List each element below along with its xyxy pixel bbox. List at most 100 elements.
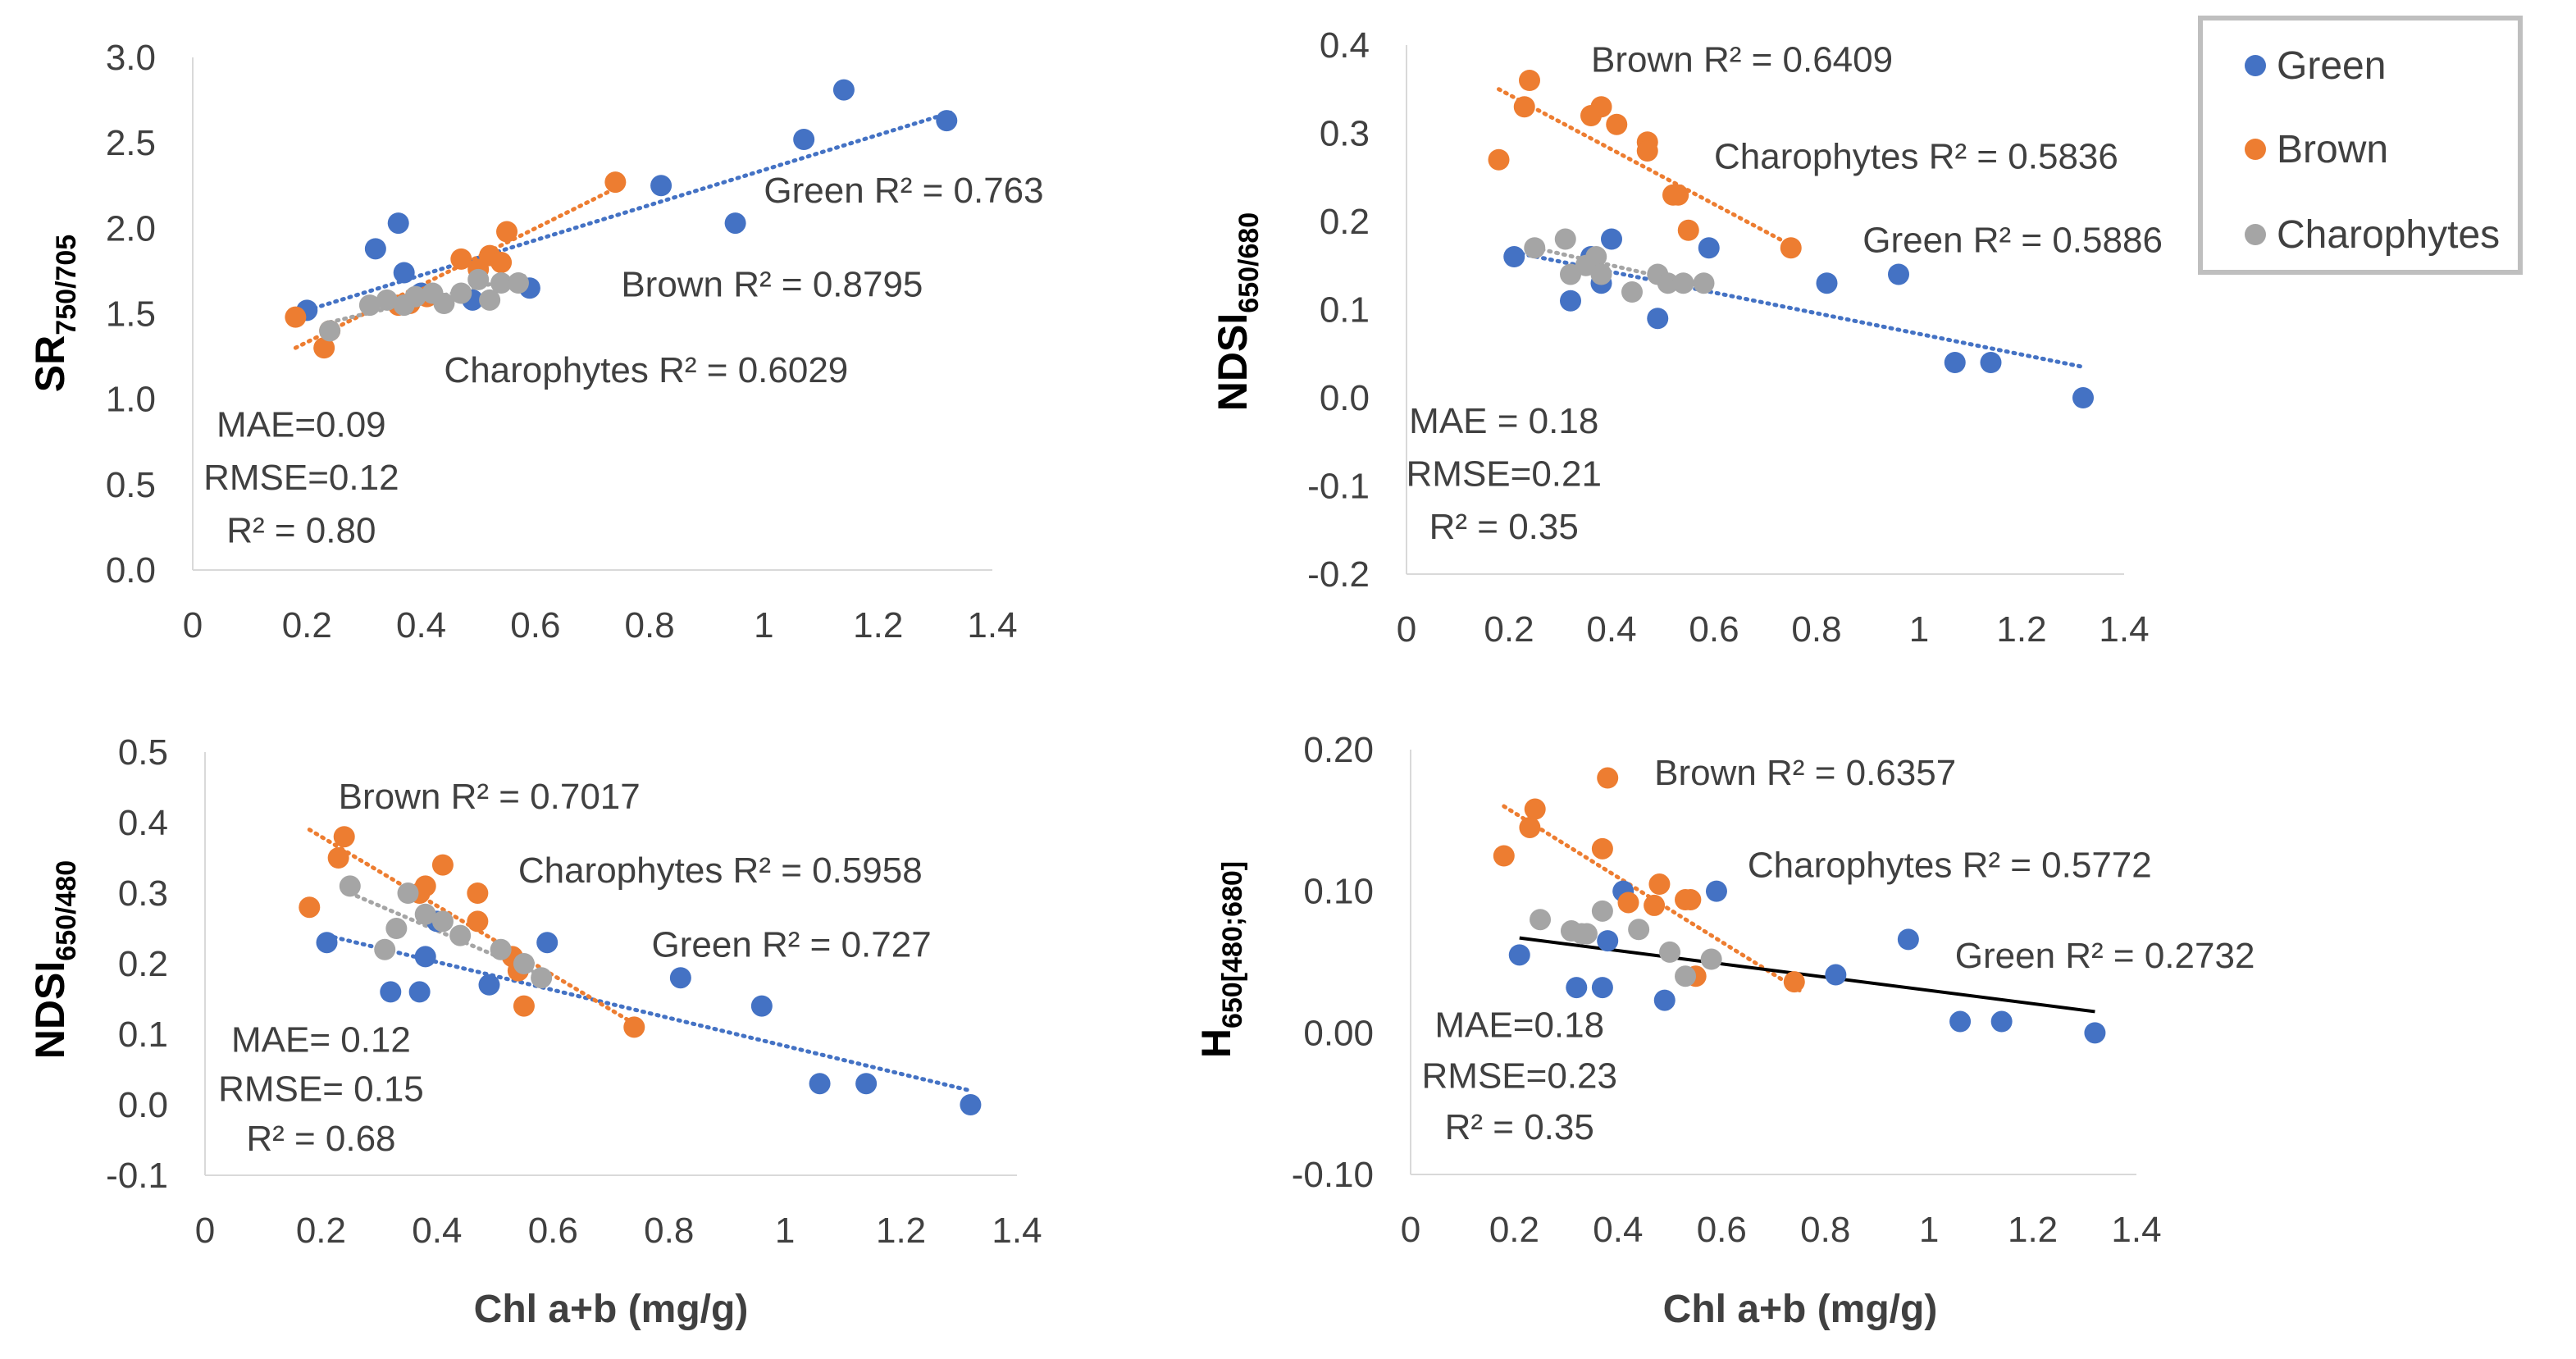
point-green — [1591, 977, 1613, 999]
point-brown — [1513, 96, 1535, 118]
annotation: MAE= 0.12 — [231, 1020, 411, 1060]
y-tick-label: 0.4 — [1320, 25, 1370, 66]
point-charophytes — [1675, 965, 1697, 987]
point-green — [1980, 352, 2002, 373]
point-brown — [1677, 219, 1699, 241]
point-charophytes — [431, 910, 454, 933]
point-green — [650, 175, 672, 197]
x-tick-label: 0.6 — [1697, 1210, 1747, 1250]
point-charophytes — [1530, 909, 1552, 931]
point-green — [1601, 228, 1622, 250]
point-green — [960, 1094, 982, 1115]
x-tick-label: 0.6 — [528, 1211, 578, 1251]
point-brown — [1644, 894, 1666, 916]
x-tick-label: 0.6 — [1689, 609, 1739, 650]
point-brown — [1783, 971, 1805, 993]
point-brown — [1606, 113, 1628, 135]
point-green — [1816, 272, 1838, 294]
point-green — [478, 974, 500, 996]
point-brown — [1524, 798, 1546, 820]
trendline-overall — [1519, 936, 2095, 1014]
annotation: R² = 0.35 — [1429, 507, 1579, 547]
x-tick-label: 0.4 — [396, 605, 446, 645]
x-tick-label: 1.2 — [1996, 609, 2046, 650]
point-green — [1560, 290, 1581, 312]
x-tick-label: 1 — [1909, 609, 1929, 650]
x-tick-label: 1.2 — [853, 605, 903, 645]
point-brown — [431, 854, 454, 876]
point-charophytes — [1590, 263, 1612, 285]
point-brown — [496, 221, 518, 243]
x-axis-label: Chl a+b (mg/g) — [474, 1288, 749, 1331]
point-green — [1888, 263, 1909, 285]
point-brown — [299, 896, 321, 919]
y-tick-label: 0.20 — [1303, 730, 1374, 770]
x-tick-label: 1.4 — [992, 1211, 1042, 1251]
point-brown — [1590, 96, 1612, 118]
y-tick-label: 0.1 — [118, 1015, 168, 1055]
annotation: Brown R² = 0.7017 — [339, 777, 641, 817]
y-axis-label-sub: 750/705 — [51, 235, 82, 335]
legend-label-green: Green — [2277, 44, 2386, 88]
annotation: R² = 0.68 — [246, 1119, 395, 1159]
x-tick-label: 0.4 — [1593, 1210, 1643, 1250]
point-charophytes — [358, 294, 381, 317]
point-charophytes — [1672, 272, 1694, 294]
trendline-green — [304, 110, 955, 312]
annotation: RMSE=0.23 — [1422, 1056, 1617, 1097]
annotation: Charophytes R² = 0.6029 — [444, 350, 848, 390]
point-brown — [1519, 816, 1541, 838]
point-green — [1990, 1010, 2013, 1033]
point-green — [750, 995, 773, 1017]
point-charophytes — [433, 293, 455, 314]
point-brown — [1591, 837, 1613, 860]
point-green — [536, 932, 559, 954]
point-charophytes — [1554, 228, 1576, 250]
y-tick-label: -0.1 — [106, 1156, 168, 1196]
point-charophytes — [414, 903, 436, 925]
y-tick-label: 3.0 — [106, 38, 156, 78]
point-green — [936, 110, 958, 132]
y-tick-label: -0.1 — [1307, 467, 1370, 507]
point-green — [1597, 930, 1619, 952]
point-brown — [1780, 237, 1802, 259]
y-tick-label: 0.4 — [118, 803, 168, 843]
point-green — [408, 981, 431, 1003]
y-tick-label: 2.5 — [106, 123, 156, 163]
point-brown — [450, 248, 472, 270]
point-green — [1897, 928, 1919, 951]
point-green — [724, 212, 746, 235]
y-tick-label: 2.0 — [106, 208, 156, 249]
annotation: R² = 0.80 — [226, 511, 376, 551]
point-charophytes — [1659, 941, 1681, 963]
annotation: MAE = 0.18 — [1409, 401, 1598, 441]
legend-label-charophytes: Charophytes — [2277, 213, 2500, 257]
x-tick-label: 0.2 — [296, 1211, 346, 1251]
y-tick-label: -0.10 — [1292, 1155, 1374, 1195]
point-charophytes — [1628, 919, 1650, 941]
point-brown — [1680, 889, 1702, 911]
y-axis-label-sub: 650/480 — [51, 860, 82, 961]
panel-ndsi-650-480: 0 0.2 0.4 0.6 0.8 1 1.2 1.4 -0.1 0.0 0.1 0.2 0.3 0.4… — [27, 732, 1042, 1331]
point-green — [1503, 246, 1525, 267]
point-green — [380, 981, 402, 1003]
point-brown — [414, 875, 436, 897]
point-charophytes — [490, 272, 513, 294]
point-charophytes — [1700, 948, 1722, 970]
point-green — [364, 238, 386, 260]
y-tick-label: 0.3 — [118, 873, 168, 914]
point-brown — [1617, 892, 1639, 914]
x-tick-label: 0.8 — [644, 1211, 694, 1251]
x-tick-label: 1.2 — [2008, 1210, 2058, 1250]
point-charophytes — [479, 289, 501, 311]
point-brown — [513, 995, 535, 1017]
point-brown — [1597, 767, 1619, 789]
point-green — [1949, 1010, 1972, 1033]
y-tick-label: 0.0 — [106, 550, 156, 591]
x-tick-label: 1 — [775, 1211, 795, 1251]
y-tick-label: 0.3 — [1320, 114, 1370, 154]
y-axis-label-main: NDSI — [1210, 313, 1256, 411]
point-green — [809, 1073, 831, 1095]
point-green — [316, 932, 338, 954]
